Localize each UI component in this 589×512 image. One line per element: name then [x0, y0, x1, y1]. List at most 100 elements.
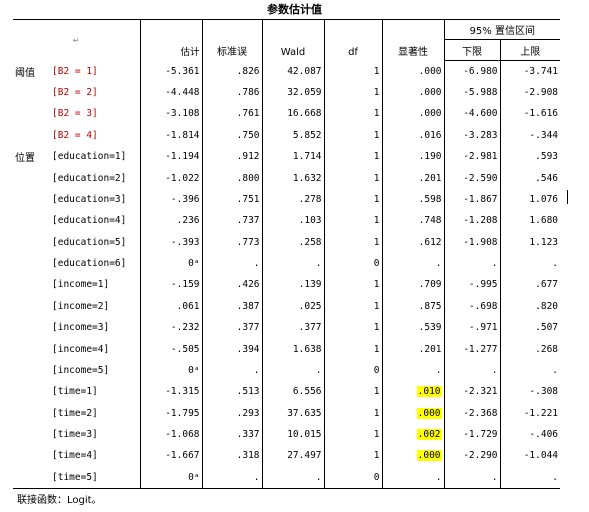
- cell-upper: 1.123: [529, 236, 559, 248]
- cell-upper: -2.908: [523, 87, 559, 99]
- cell-lower: -1.277: [444, 338, 501, 360]
- row-group-label: [13, 189, 50, 210]
- cell-lower: .: [444, 359, 501, 382]
- cell-upper: .507: [535, 322, 559, 334]
- cell-df: 0: [324, 252, 383, 275]
- cell-lower: -2.290: [444, 445, 501, 467]
- row-group-label: [13, 338, 50, 359]
- cell-estimate: -.505: [140, 338, 203, 360]
- table-row: [education=4] .236.737.103 1.748 -1.208 1.68…: [13, 210, 560, 232]
- cell-sig: .190: [382, 146, 445, 168]
- cell-lower: -2.321: [444, 381, 501, 403]
- cell-se: .: [202, 359, 263, 382]
- row-group-label: [13, 403, 50, 424]
- cell-wald: .103: [262, 210, 325, 232]
- cell-df: 1: [324, 338, 383, 360]
- table-row: [time=2] -1.795.293 37.635 1 .000 -2.368 -1.22…: [13, 402, 560, 424]
- col-header-ci-group: 95% 置信区间: [444, 19, 561, 40]
- cell-sig: .: [382, 466, 445, 488]
- cell-df: 1: [324, 381, 383, 403]
- header-corner: ↵: [13, 19, 141, 61]
- row-term-label: [education=3]: [50, 188, 141, 211]
- row-group-label: [13, 381, 50, 402]
- cell-estimate: 0ᵃ: [140, 252, 203, 275]
- cell-lower: -1.908: [444, 231, 501, 253]
- cell-estimate: -3.108: [140, 103, 203, 125]
- cell-wald: .025: [262, 295, 325, 317]
- row-term-label: [education=4]: [50, 210, 141, 232]
- row-group-label: [13, 125, 50, 146]
- cell-estimate: -1.667: [140, 445, 203, 467]
- cell-wald: .: [262, 252, 325, 275]
- row-group-label: 位置: [15, 153, 35, 165]
- cell-sig: .709: [382, 274, 445, 296]
- cell-wald: 27.497: [262, 445, 325, 467]
- cell-wald: .: [262, 359, 325, 382]
- col-header-se: 标准误: [202, 19, 263, 61]
- row-term-label: [time=3]: [50, 423, 141, 446]
- cell-upper: .: [552, 258, 559, 270]
- row-group-label: [13, 424, 50, 445]
- cell-sig: .010: [382, 381, 445, 403]
- cell-se: .: [202, 466, 263, 488]
- table-row: [education=2] -1.022.800 1.632 1.201 -2.590.…: [13, 167, 560, 189]
- sig-highlight: .010: [416, 386, 442, 398]
- cell-lower: -1.867: [444, 188, 501, 211]
- cell-wald: 42.087: [262, 60, 325, 82]
- cell-se: .377: [202, 317, 263, 339]
- cell-lower: -2.590: [444, 167, 501, 189]
- row-term-label: [income=4]: [50, 338, 141, 360]
- cell-wald: 1.638: [262, 338, 325, 360]
- cell-df: 1: [324, 231, 383, 253]
- row-group-label: [13, 253, 50, 274]
- row-group-label: [13, 232, 50, 253]
- cell-se: .761: [202, 103, 263, 125]
- cell-estimate: -1.194: [140, 146, 203, 168]
- table-row: [time=5] 0ᵃ.. 0...: [13, 466, 560, 488]
- cell-df: 0: [324, 359, 383, 382]
- cell-df: 1: [324, 295, 383, 317]
- cell-df: 1: [324, 210, 383, 232]
- cell-sig: .016: [382, 124, 445, 146]
- table-row: [time=4] -1.667.318 27.497 1 .000 -2.290 -1.04…: [13, 445, 560, 467]
- cell-wald: 37.635: [262, 402, 325, 424]
- col-header-wald: Wald: [262, 19, 325, 61]
- table-row: [time=1] -1.315.513 6.556 1 .010 -2.321 -.308: [13, 381, 560, 403]
- cell-se: .800: [202, 167, 263, 189]
- paragraph-mark-icon: ↵: [72, 35, 80, 45]
- cell-df: 1: [324, 274, 383, 296]
- cell-upper: .677: [535, 279, 559, 291]
- row-term-label: [B2 = 4]: [50, 124, 141, 146]
- cell-sig: .598: [382, 188, 445, 211]
- cell-estimate: -.393: [140, 231, 203, 253]
- cell-lower: -2.368: [444, 402, 501, 424]
- cell-sig: .875: [382, 295, 445, 317]
- cell-upper: .546: [535, 172, 559, 184]
- cell-estimate: -5.361: [140, 60, 203, 82]
- sig-highlight: .000: [416, 450, 442, 462]
- col-header-upper: 上限: [500, 39, 561, 61]
- cell-upper: -1.044: [523, 450, 559, 462]
- cell-wald: 5.852: [262, 124, 325, 146]
- cell-estimate: 0ᵃ: [140, 466, 203, 488]
- cell-df: 1: [324, 167, 383, 189]
- cell-estimate: -.232: [140, 317, 203, 339]
- col-header-lower: 下限: [444, 39, 501, 61]
- table-row: [income=5] 0ᵃ.. 0...: [13, 359, 560, 382]
- cell-sig: .000: [382, 60, 445, 82]
- cell-sig: .002: [382, 423, 445, 446]
- cell-upper: .268: [535, 343, 559, 355]
- cell-lower: -.995: [444, 274, 501, 296]
- cell-wald: .258: [262, 231, 325, 253]
- table-title: 参数估计值: [267, 3, 322, 16]
- cell-wald: .278: [262, 188, 325, 211]
- row-term-label: [time=5]: [50, 466, 141, 488]
- cell-se: .387: [202, 295, 263, 317]
- cell-wald: 16.668: [262, 103, 325, 125]
- cell-df: 1: [324, 81, 383, 104]
- cell-upper: .: [552, 364, 559, 376]
- col-header-sig: 显著性: [382, 19, 445, 61]
- cell-wald: 1.632: [262, 167, 325, 189]
- cell-sig: .000: [382, 103, 445, 125]
- row-term-label: [time=2]: [50, 402, 141, 424]
